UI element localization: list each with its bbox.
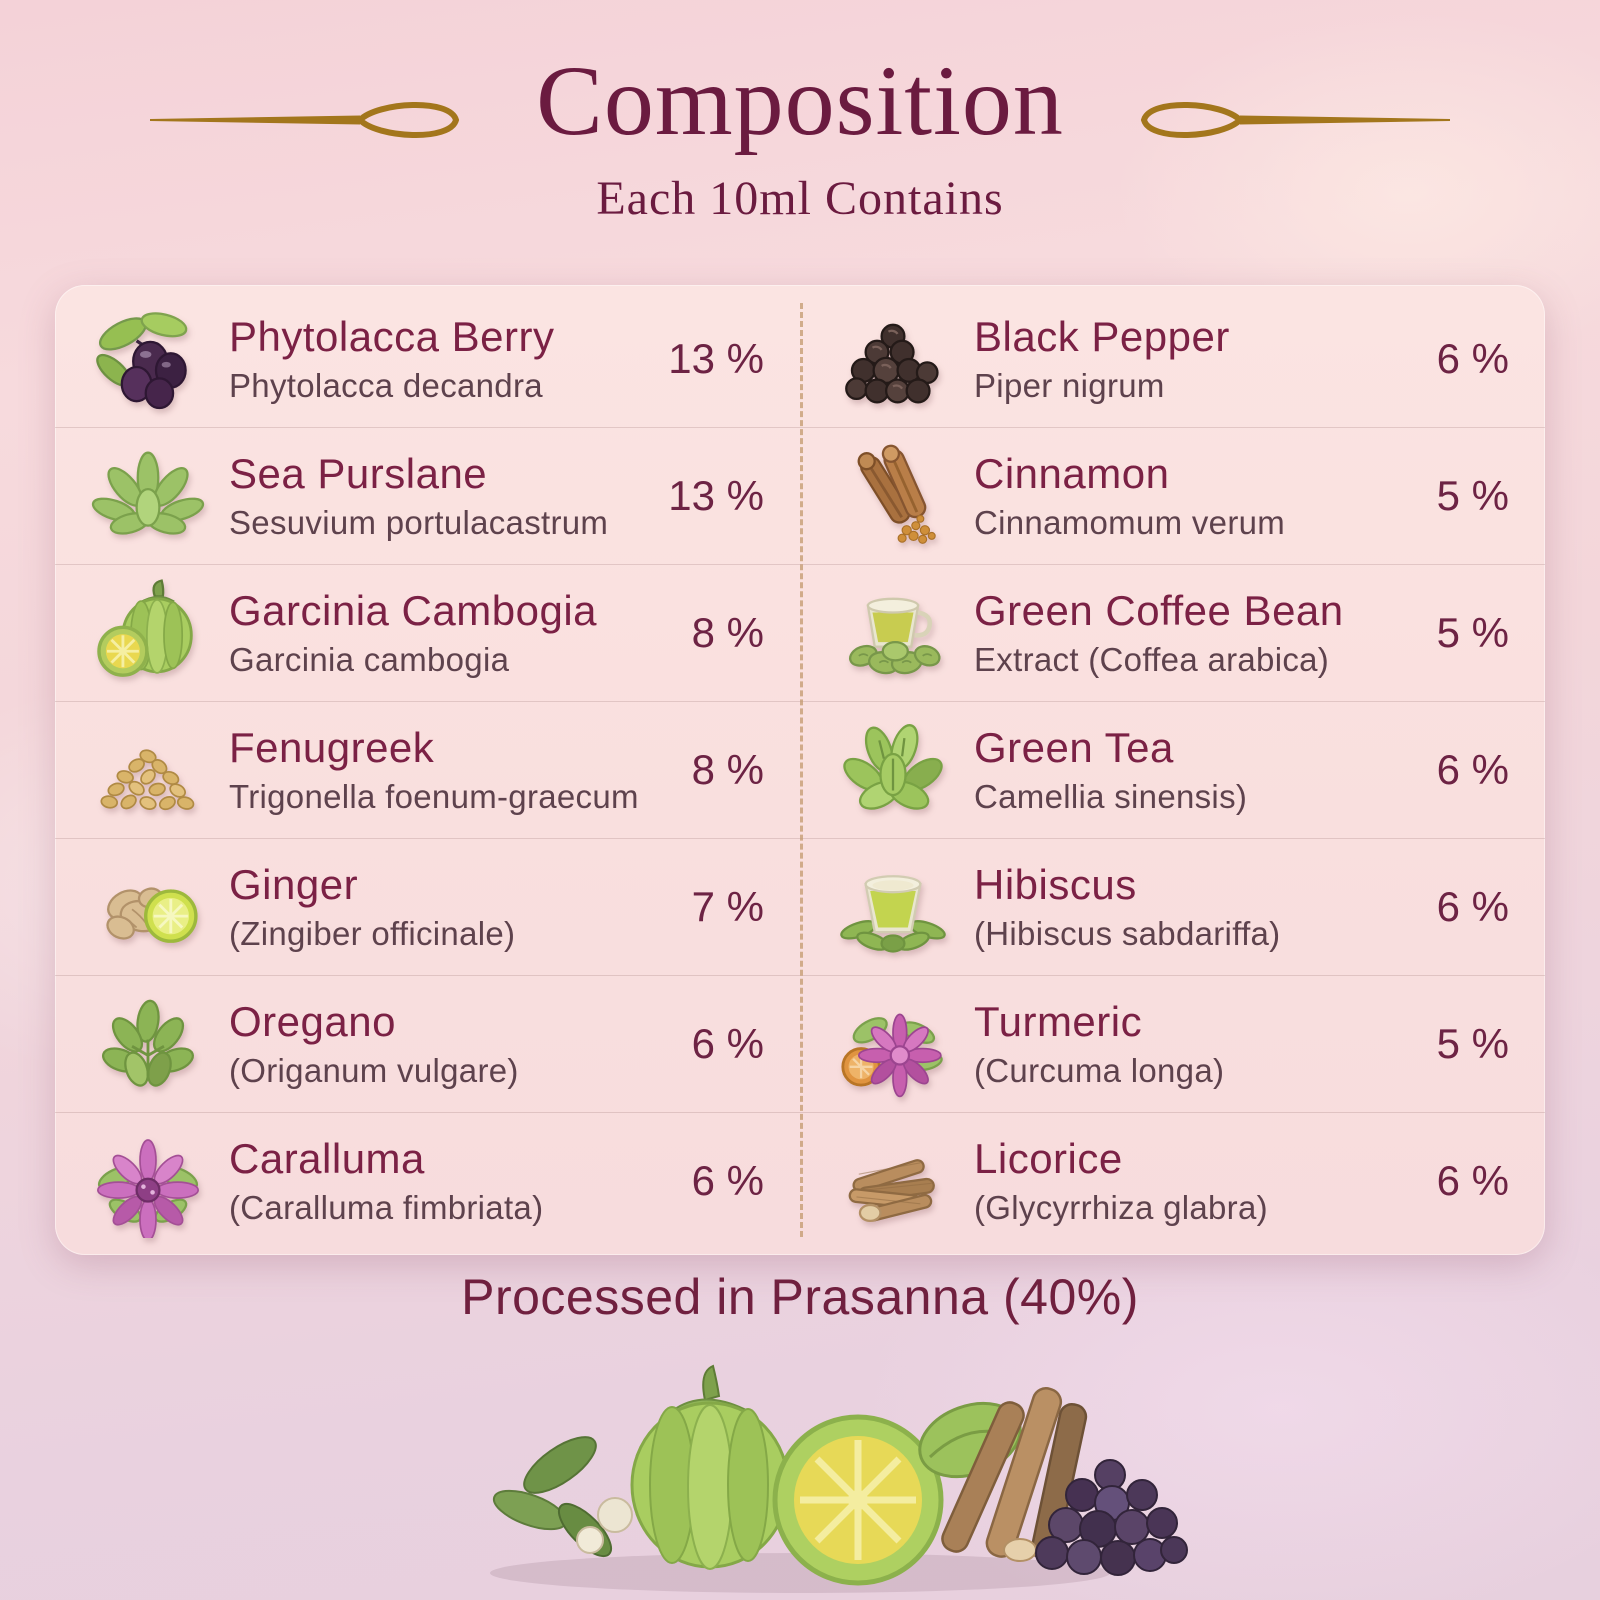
ingredient-botanical-name: (Hibiscus sabdariffa) [974,915,1281,952]
cinnamon-icon [824,434,962,558]
sea-purslane-icon [79,434,217,558]
ingredient-name: Licorice [974,1135,1123,1182]
garcinia-fruit-icon [630,1364,790,1570]
ingredient-row: Phytolacca Berry Phytolacca decandra 13 … [55,291,800,427]
black-pepper-icon [824,297,962,421]
ingredient-name: Oregano [229,998,396,1045]
ingredient-botanical-name: Trigonella foenum-graecum [229,778,639,815]
ingredient-percent: 5 % [1436,609,1509,656]
ingredient-row: Garcinia Cambogia Garcinia cambogia 8 % [55,564,800,701]
ingredients-illustration-icon [490,1364,1188,1593]
page-subtitle: Each 10ml Contains [596,172,1004,225]
ingredient-percent: 6 % [1436,1157,1509,1204]
black-berry-pile-icon [1035,1459,1188,1576]
page-title: Composition [536,45,1064,156]
garcinia-icon [79,571,217,695]
ingredient-row: Green Tea Camellia sinensis) 6 % [800,701,1545,838]
turmeric-icon [824,982,962,1106]
green-coffee-icon [824,571,962,695]
ingredient-botanical-name: (Curcuma longa) [974,1052,1225,1089]
ingredient-name: Sea Purslane [229,450,488,497]
ingredient-name: Ginger [229,861,359,908]
ingredient-percent: 7 % [691,883,764,930]
white-seeds-icon [576,1497,633,1554]
ingredient-botanical-name: Sesuvium portulacastrum [229,504,609,541]
ingredient-botanical-name: Garcinia cambogia [229,641,510,678]
ingredient-row: Hibiscus (Hibiscus sabdariffa) 6 % [800,838,1545,975]
ingredient-row: Green Coffee Bean Extract (Coffea arabic… [800,564,1545,701]
ingredient-percent: 5 % [1436,472,1509,519]
footer-note: Processed in Prasanna (40%) [461,1269,1139,1325]
ingredient-name: Cinnamon [974,450,1170,497]
green-tea-icon [824,708,962,832]
left-column: Phytolacca Berry Phytolacca decandra 13 … [55,285,800,1255]
ingredient-row: Cinnamon Cinnamomum verum 5 % [800,427,1545,564]
oregano-icon [79,982,217,1106]
ingredient-row: Fenugreek Trigonella foenum-graecum 8 % [55,701,800,838]
ingredient-name: Black Pepper [974,313,1230,360]
ingredient-row: Oregano (Origanum vulgare) 6 % [55,975,800,1112]
ingredient-percent: 5 % [1436,1020,1509,1067]
ingredient-row: Turmeric (Curcuma longa) 5 % [800,975,1545,1112]
ingredient-row: Licorice (Glycyrrhiza glabra) 6 % [800,1112,1545,1249]
ingredient-percent: 8 % [691,746,764,793]
ingredient-percent: 6 % [691,1020,764,1067]
ingredient-botanical-name: Phytolacca decandra [229,367,543,404]
ingredient-row: Caralluma (Caralluma fimbriata) 6 % [55,1112,800,1249]
ingredient-row: Black Pepper Piper nigrum 6 % [800,291,1545,427]
column-divider [800,303,803,1237]
ingredient-botanical-name: Piper nigrum [974,367,1165,404]
hibiscus-icon [824,845,962,969]
ingredient-percent: 13 % [668,472,764,519]
licorice-icon [824,1119,962,1243]
ingredient-name: Caralluma [229,1135,425,1182]
ingredient-botanical-name: (Caralluma fimbriata) [229,1189,544,1226]
ingredient-percent: 6 % [1436,335,1509,382]
ingredient-name: Fenugreek [229,724,435,771]
fenugreek-icon [79,708,217,832]
ingredient-percent: 6 % [691,1157,764,1204]
ingredient-row: Ginger (Zingiber officinale) 7 % [55,838,800,975]
ingredient-percent: 6 % [1436,746,1509,793]
ingredient-name: Turmeric [974,998,1143,1045]
phytolacca-berry-icon [79,297,217,421]
ingredient-botanical-name: Camellia sinensis) [974,778,1248,815]
ingredient-row: Sea Purslane Sesuvium portulacastrum 13 … [55,427,800,564]
ingredient-percent: 6 % [1436,883,1509,930]
ginger-icon [79,845,217,969]
ingredient-percent: 13 % [668,335,764,382]
composition-panel: Phytolacca Berry Phytolacca decandra 13 … [55,285,1545,1255]
right-column: Black Pepper Piper nigrum 6 % Cinnamon C… [800,285,1545,1255]
ingredient-name: Green Tea [974,724,1174,771]
cut-lime-half-icon [772,1414,944,1586]
ingredient-botanical-name: (Zingiber officinale) [229,915,516,952]
title-ornament-left-icon [150,101,460,139]
ingredient-name: Green Coffee Bean [974,587,1344,634]
ingredient-percent: 8 % [691,609,764,656]
ingredient-name: Phytolacca Berry [229,313,555,360]
ingredient-name: Garcinia Cambogia [229,587,598,634]
ingredient-botanical-name: (Glycyrrhiza glabra) [974,1189,1268,1226]
ingredient-name: Hibiscus [974,861,1137,908]
ingredient-botanical-name: (Origanum vulgare) [229,1052,519,1089]
ingredient-botanical-name: Cinnamomum verum [974,504,1286,541]
caralluma-icon [79,1119,217,1243]
title-ornament-right-icon [1140,101,1450,139]
ingredient-botanical-name: Extract (Coffea arabica) [974,641,1330,678]
